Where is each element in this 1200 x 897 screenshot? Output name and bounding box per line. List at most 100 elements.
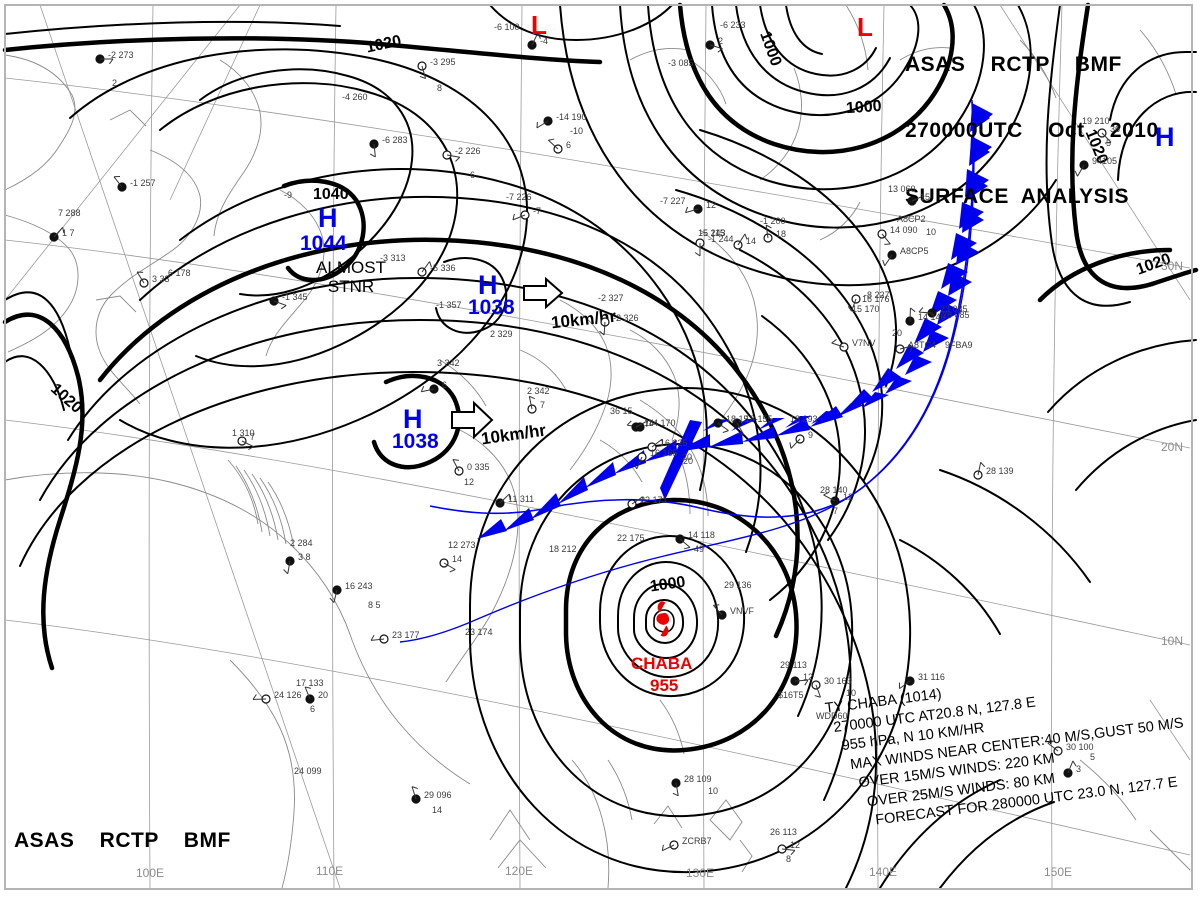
station-plot-symbol [95, 54, 114, 65]
station-report-text: 28 139 [986, 466, 1014, 476]
station-report-text: 20 [682, 452, 693, 462]
station-report-text: 2 329 [490, 329, 513, 339]
station-report-text: 10 [708, 786, 719, 796]
station-plot-symbol [599, 317, 610, 336]
typhoon-name-label: CHABA [631, 654, 693, 673]
station-report-text: -6 100 [494, 22, 520, 32]
station-report-text: 15 115 [698, 228, 725, 238]
station-report-text: 14 [432, 805, 443, 815]
cold-front-line-main [399, 99, 975, 643]
high-symbol-right: H [1155, 122, 1175, 152]
station-plot-symbol [527, 395, 537, 414]
station-plot-symbol [705, 40, 723, 53]
station-report-text: 18 293 [790, 414, 818, 424]
station-report-text: 30 100 [1066, 742, 1094, 752]
high-value-1044: 1044 [300, 232, 347, 255]
station-plot-symbol [420, 384, 439, 394]
station-report-text: 12 [803, 672, 814, 682]
high-symbol-1038-south: H [403, 404, 423, 434]
station-report-text: -2 273 [108, 50, 134, 60]
station-plot-symbol [495, 493, 511, 508]
station-report-text: -2 226 [455, 146, 481, 156]
station-report-text: 8 5 [368, 600, 381, 610]
station-report-text: 6 [310, 704, 316, 714]
station-report-text: A8TC4 [908, 340, 937, 350]
header-top-right: ASAS RCTP BMF 270000UTC Oct 2010 SURFACE… [905, 14, 1159, 248]
station-report-text: 6 178 [168, 268, 191, 278]
station-plot-symbol [777, 844, 796, 856]
station-report-text: 13 060 [888, 184, 916, 194]
station-report-text: 12 273 [448, 540, 476, 550]
station-plot-symbol [536, 116, 553, 129]
station-plot-symbol [733, 233, 748, 250]
station-report-text: 18 155 [745, 414, 773, 424]
station-report-text: 23 174 [465, 627, 493, 637]
station-plot-symbol [847, 294, 861, 312]
station-plot-symbol [661, 840, 679, 852]
station-report-text: 12 [843, 492, 854, 502]
station-report-text: $16T5 [778, 690, 804, 700]
station-report-text: 1 7 [62, 228, 75, 238]
station-report-text: 24 099 [294, 766, 322, 776]
station-plot-symbol [304, 686, 315, 704]
station-report-text: 29 136 [724, 580, 752, 590]
station-plot-symbol [790, 676, 809, 686]
station-plot-symbol [732, 418, 744, 435]
station-report-text: 17 133 [296, 678, 324, 688]
station-report-text: A8CP5 [900, 246, 929, 256]
station-plot-symbol [370, 634, 389, 644]
station-report-text: 16 225 [660, 438, 688, 448]
station-plot-symbol [1063, 760, 1077, 778]
station-plot-symbol [789, 434, 805, 449]
station-report-text: -5 336 [430, 263, 456, 273]
station-report-text: 30 163 [824, 676, 852, 686]
station-report-text: 24 126 [274, 690, 302, 700]
station-plot-symbol [329, 585, 342, 603]
station-report-text: -10 [570, 126, 584, 136]
station-report-text: -3 295 [430, 57, 456, 67]
station-report-text: 10 [926, 227, 937, 237]
station-report-text: -3 313 [380, 253, 406, 263]
station-plot-symbol [49, 227, 65, 242]
station-report-text: -14 190 [556, 112, 587, 122]
station-report-text: 2 284 [290, 538, 313, 548]
station-plot-symbol [647, 438, 663, 452]
station-report-text: A8CP2 [897, 214, 926, 224]
station-report-text: 94105 [1092, 156, 1118, 166]
station-plot-symbol [895, 344, 914, 354]
station-report-text: 22 175 [617, 533, 645, 543]
station-report-text: -6 283 [382, 135, 408, 145]
station-plot-symbol [763, 224, 773, 243]
station-report-text: 14 090 [890, 225, 918, 235]
station-report-text: -1 357 [436, 300, 462, 310]
station-plot-symbol [627, 496, 644, 509]
station-plot-symbol [283, 556, 295, 575]
station-report-text: 23 085 [940, 304, 968, 314]
station-plot-symbol [877, 229, 891, 245]
longitude-label-100E: 100E [136, 866, 165, 880]
longitude-label-110E: 110E [316, 864, 344, 878]
station-report-text: 3 [1076, 764, 1082, 774]
station-report-text: 36 15 [610, 406, 633, 416]
low-symbol-top-center: L [531, 10, 547, 40]
station-report-text: 5 [1090, 752, 1096, 762]
chart-frame-border [4, 4, 1193, 890]
station-plot-symbol [907, 195, 925, 206]
station-report-text: 23 177 [392, 630, 420, 640]
station-report-text: V7NV [852, 338, 876, 348]
station-report-text: 9 [808, 430, 814, 440]
longitude-label-130E: 130E [686, 866, 715, 880]
station-report-text: 28 085 [942, 310, 970, 320]
station-report-text: 18 15 [726, 414, 749, 424]
station-report-text: 14 140 [918, 312, 946, 322]
station-report-text: -9 [284, 190, 293, 200]
station-report-text: 3 342 [437, 358, 460, 368]
station-plot-symbol [882, 250, 897, 267]
header-line-1: ASAS RCTP BMF [905, 53, 1122, 76]
station-report-text: -7 [533, 206, 542, 216]
typhoon-icon [656, 601, 670, 637]
station-report-text: 20 [318, 690, 329, 700]
station-plot-symbol [905, 307, 916, 326]
